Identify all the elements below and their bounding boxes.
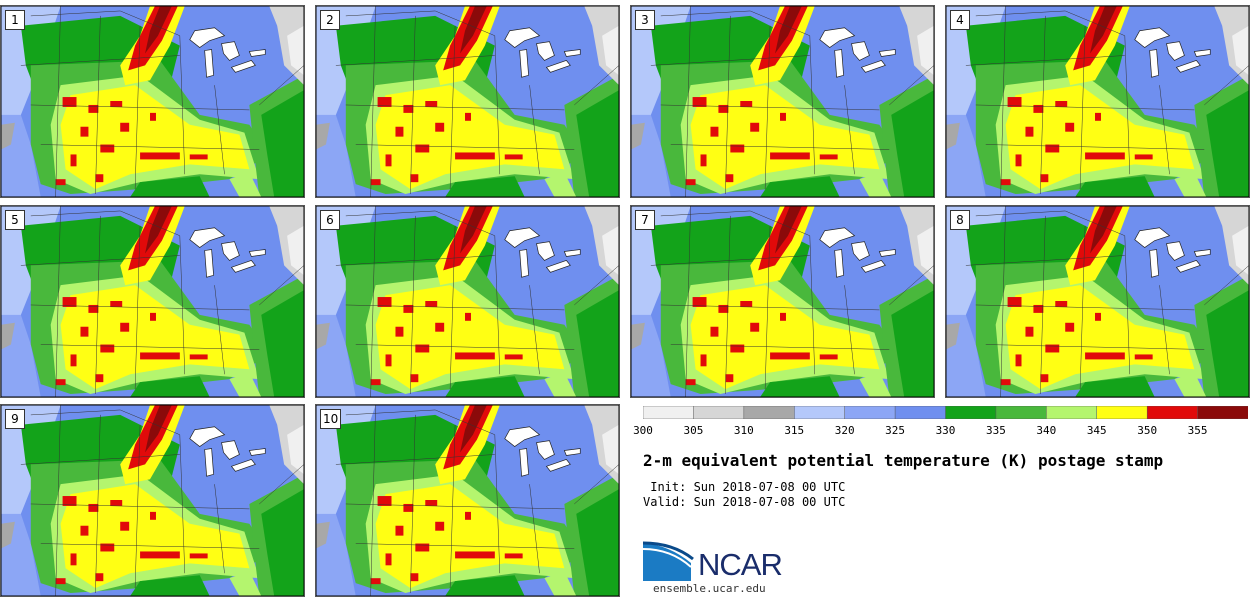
ensemble-member-panel[interactable]: 10 <box>315 404 620 597</box>
ncar-logo-text: NCAR <box>698 547 783 582</box>
colorbar-tick-label: 355 <box>1187 424 1208 437</box>
ensemble-map <box>946 206 1249 397</box>
ensemble-member-panel[interactable]: 7 <box>630 205 935 398</box>
ensemble-map <box>631 6 934 197</box>
ensemble-member-panel[interactable]: 1 <box>0 5 305 198</box>
member-number-label: 5 <box>5 210 25 230</box>
member-number-label: 2 <box>320 10 340 30</box>
colorbar-tick-label: 335 <box>985 424 1006 437</box>
ensemble-member-panel[interactable]: 5 <box>0 205 305 398</box>
colorbar-segment <box>844 406 896 419</box>
ensemble-map <box>316 405 619 596</box>
ensemble-member-panel[interactable]: 4 <box>945 5 1250 198</box>
colorbar-segment <box>794 406 846 419</box>
colorbar-tick-label: 300 <box>633 424 653 437</box>
member-number-label: 7 <box>635 210 655 230</box>
member-number-label: 10 <box>320 409 342 429</box>
member-number-label: 3 <box>635 10 655 30</box>
colorbar-segment <box>1096 406 1148 419</box>
ensemble-map <box>1 405 304 596</box>
ncar-logo-icon <box>643 541 694 581</box>
colorbar-tick-label: 320 <box>834 424 855 437</box>
colorbar-tick-label: 350 <box>1137 424 1158 437</box>
ensemble-member-panel[interactable]: 3 <box>630 5 935 198</box>
colorbar-segment <box>1046 406 1098 419</box>
init-time: Init: Sun 2018-07-08 00 UTC <box>643 480 846 494</box>
colorbar-tick-label: 345 <box>1086 424 1107 437</box>
ensemble-map <box>316 6 619 197</box>
colorbar-tick-label: 325 <box>885 424 906 437</box>
member-number-label: 4 <box>950 10 970 30</box>
member-number-label: 9 <box>5 409 25 429</box>
colorbar-segment <box>693 406 745 419</box>
colorbar-segment <box>743 406 795 419</box>
ensemble-map <box>1 6 304 197</box>
colorbar-tick-label: 340 <box>1036 424 1057 437</box>
colorbar-tick-label: 315 <box>784 424 805 437</box>
ensemble-member-panel[interactable]: 9 <box>0 404 305 597</box>
colorbar-segment <box>1146 406 1199 419</box>
ensemble-map <box>316 206 619 397</box>
ensemble-map <box>1 206 304 397</box>
colorbar-segment <box>945 406 997 419</box>
member-number-label: 6 <box>320 210 340 230</box>
member-number-label: 1 <box>5 10 25 30</box>
ensemble-map <box>946 6 1249 197</box>
ensemble-member-panel[interactable]: 6 <box>315 205 620 398</box>
ensemble-member-panel[interactable]: 2 <box>315 5 620 198</box>
member-number-label: 8 <box>950 210 970 230</box>
colorbar-tick-label: 305 <box>683 424 704 437</box>
colorbar-segment <box>894 406 947 419</box>
valid-time: Valid: Sun 2018-07-08 00 UTC <box>643 495 846 509</box>
colorbar-segment <box>1197 406 1248 419</box>
colorbar-tick-label: 310 <box>733 424 754 437</box>
colorbar-segment <box>995 406 1048 419</box>
colorbar-tick-label: 330 <box>935 424 956 437</box>
product-title: 2-m equivalent potential temperature (K)… <box>643 451 1164 470</box>
source-url[interactable]: ensemble.ucar.edu <box>653 582 766 595</box>
ensemble-member-panel[interactable]: 8 <box>945 205 1250 398</box>
ensemble-map <box>631 206 934 397</box>
colorbar <box>643 406 1248 419</box>
colorbar-segment <box>643 406 695 419</box>
